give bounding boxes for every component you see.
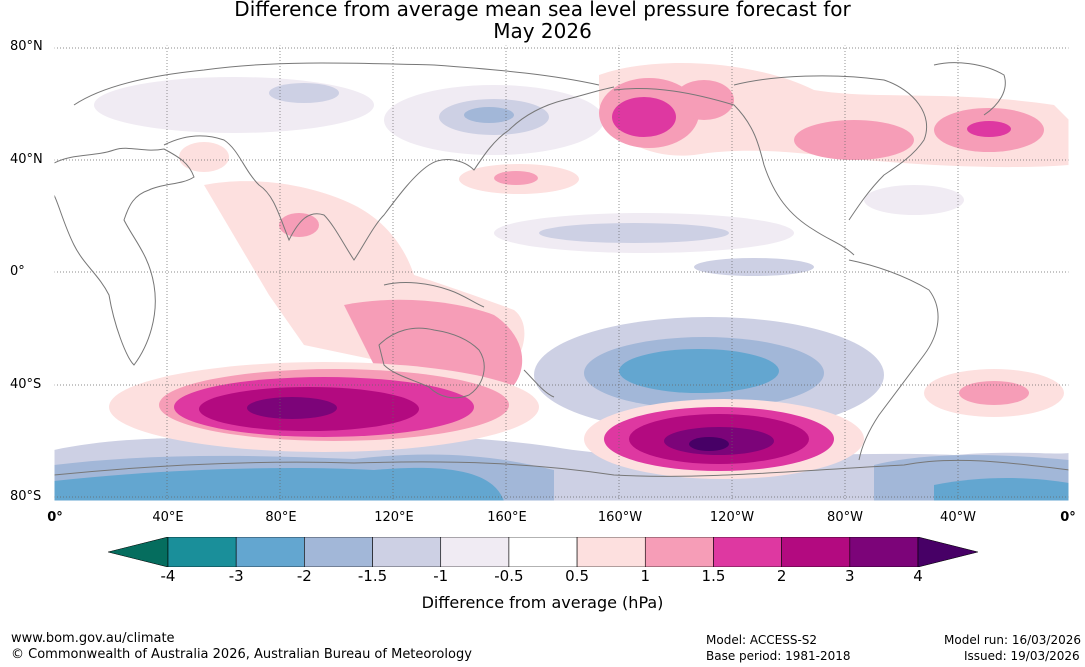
coast-africa bbox=[54, 147, 195, 366]
colorbar-swatch bbox=[167, 537, 237, 567]
lon-label-0-right: 0° bbox=[1060, 510, 1076, 525]
colorbar-tick-label: 2 bbox=[776, 567, 787, 585]
coast-greenland bbox=[933, 62, 1006, 116]
colorbar-swatch bbox=[781, 537, 851, 567]
footer-model: Model: ACCESS-S2 bbox=[706, 633, 818, 647]
colorbar-swatch bbox=[849, 537, 919, 567]
lon-label-160e: 160°E bbox=[487, 510, 527, 525]
colorbar-tick-label: -1.5 bbox=[357, 567, 388, 585]
colorbar bbox=[108, 537, 978, 567]
colorbar-tick-label: -4 bbox=[160, 567, 176, 585]
positive-europe-small bbox=[179, 142, 229, 172]
anomaly-shading bbox=[54, 63, 1069, 501]
gridlines bbox=[54, 45, 1069, 501]
footer-issued: Issued: 19/03/2026 bbox=[964, 649, 1080, 663]
coastlines bbox=[54, 62, 1069, 477]
positive-arabian-sea bbox=[279, 213, 319, 237]
footer-url: www.bom.gov.au/climate bbox=[11, 631, 175, 646]
colorbar-swatch bbox=[644, 537, 714, 567]
lon-label-120e: 120°E bbox=[374, 510, 414, 525]
lat-label-equator: 0° bbox=[10, 264, 25, 279]
coast-south-america bbox=[848, 259, 939, 461]
lon-label-120w: 120°W bbox=[709, 510, 755, 525]
colorbar-tick-label: -3 bbox=[228, 567, 244, 585]
positive-north-atlantic-core bbox=[967, 121, 1011, 137]
colorbar-tick-label: -2 bbox=[296, 567, 312, 585]
positive-canada-west bbox=[674, 80, 734, 120]
positive-south-atlantic-core bbox=[959, 381, 1029, 405]
colorbar-swatch bbox=[713, 537, 782, 567]
colorbar-swatch bbox=[576, 537, 646, 567]
colorbar-extend-high bbox=[917, 537, 978, 567]
footer-model-run: Model run: 16/03/2026 bbox=[944, 633, 1082, 647]
lon-label-40w: 40°W bbox=[940, 510, 976, 525]
negative-eurasia bbox=[94, 77, 374, 133]
coast-new-zealand bbox=[523, 369, 555, 398]
coast-maritime-continent bbox=[383, 282, 485, 308]
colorbar-tick-label: 4 bbox=[913, 567, 923, 585]
footer-base-period: Base period: 1981-2018 bbox=[706, 649, 851, 663]
pressure-anomaly-map bbox=[54, 45, 1069, 501]
positive-north-america-east bbox=[794, 120, 914, 160]
coast-eurasia-south bbox=[163, 86, 615, 261]
colorbar-tick-label: 1 bbox=[640, 567, 651, 585]
lon-label-80w: 80°W bbox=[827, 510, 863, 525]
positive-australia bbox=[344, 299, 523, 385]
positive-north-pacific-small-core bbox=[494, 171, 538, 185]
lat-label-40s: 40°S bbox=[10, 377, 42, 392]
colorbar-swatch bbox=[440, 537, 510, 567]
footer-copyright: © Commonwealth of Australia 2026, Austra… bbox=[11, 647, 472, 662]
coast-australia bbox=[378, 327, 485, 399]
colorbar-swatch bbox=[304, 537, 373, 567]
colorbar-extend-low bbox=[108, 537, 169, 567]
coast-antarctica bbox=[54, 459, 1069, 477]
colorbar-tick-label: 3 bbox=[845, 567, 855, 585]
colorbar-tick-label: -0.5 bbox=[494, 567, 524, 585]
colorbar-tick-label: 0.5 bbox=[565, 567, 590, 585]
coast-north-america-east bbox=[733, 75, 928, 221]
lat-label-80n: 80°N bbox=[10, 39, 43, 54]
negative-core-south-indian bbox=[54, 467, 504, 501]
map-title-line1: Difference from average mean sea level p… bbox=[234, 0, 851, 21]
negative-siberia bbox=[269, 83, 339, 103]
negative-north-atlantic bbox=[864, 185, 964, 215]
negative-tropical-pacific-core bbox=[539, 223, 729, 243]
lat-label-40n: 40°N bbox=[10, 152, 43, 167]
negative-core-south-atlantic bbox=[934, 478, 1069, 501]
negative-north-asia-core bbox=[464, 107, 514, 123]
colorbar-swatch bbox=[235, 537, 305, 567]
colorbar-tick-label: 1.5 bbox=[701, 567, 726, 585]
colorbar-label: Difference from average (hPa) bbox=[421, 593, 664, 612]
colorbar-swatch bbox=[508, 537, 578, 567]
lon-label-40e: 40°E bbox=[152, 510, 184, 525]
positive-south-pacific-peak bbox=[689, 437, 729, 451]
lat-label-80s: 80°S bbox=[10, 489, 42, 504]
map-title-line2: May 2026 bbox=[493, 19, 592, 43]
coast-eurasia-north bbox=[73, 62, 600, 106]
positive-alaska-core bbox=[612, 97, 676, 137]
lon-label-160w: 160°W bbox=[597, 510, 643, 525]
colorbar-tick-label: -1 bbox=[433, 567, 449, 585]
colorbar-swatch bbox=[372, 537, 442, 567]
coast-north-america-west bbox=[613, 88, 855, 256]
negative-east-pacific bbox=[694, 258, 814, 276]
lon-label-0-left: 0° bbox=[47, 510, 63, 525]
negative-south-pacific-core bbox=[619, 349, 779, 393]
lon-label-80e: 80°E bbox=[265, 510, 297, 525]
positive-south-indian-4 bbox=[247, 397, 337, 419]
